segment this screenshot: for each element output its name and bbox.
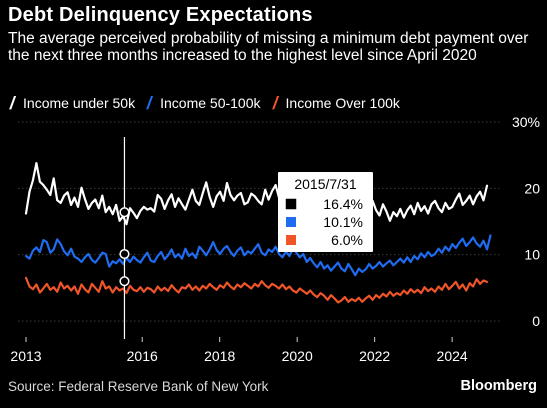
tooltip-box bbox=[278, 172, 373, 252]
gridlines bbox=[18, 121, 502, 322]
x-tick-label: 2022 bbox=[359, 348, 390, 364]
x-axis-ticks: 2013 2016 2018 2020 2022 2024 bbox=[10, 337, 468, 364]
brand-logo: Bloomberg bbox=[460, 378, 537, 394]
crosshair-dot bbox=[119, 276, 130, 287]
tooltip-swatch bbox=[286, 235, 296, 245]
crosshair-dot bbox=[119, 248, 130, 260]
series-lines bbox=[24, 162, 492, 304]
tooltip-value: 10.1% bbox=[323, 214, 363, 230]
tooltip-value: 16.4% bbox=[323, 196, 363, 212]
chart-subtitle: The average perceived probability of mis… bbox=[8, 30, 529, 64]
source-note: Source: Federal Reserve Bank of New York bbox=[8, 379, 269, 394]
series-line-0 bbox=[24, 162, 489, 226]
legend-item-under-50k[interactable]: / Income under 50k bbox=[8, 93, 136, 113]
legend-label-under-50k: Income under 50k bbox=[23, 95, 136, 111]
x-tick-label: 2016 bbox=[127, 348, 158, 364]
legend-label-over-100k: Income Over 100k bbox=[285, 95, 400, 111]
legend: / Income under 50k / Income 50-100k / In… bbox=[8, 93, 412, 113]
tooltip-date: 2015/7/31 bbox=[294, 176, 356, 192]
legend-label-50-100k: Income 50-100k bbox=[160, 95, 261, 111]
y-tick-label: 0 bbox=[532, 313, 540, 329]
x-tick-label: 2013 bbox=[10, 348, 41, 364]
legend-item-over-100k[interactable]: / Income Over 100k bbox=[271, 93, 400, 113]
tooltip-swatch bbox=[285, 198, 297, 210]
series-line-2 bbox=[24, 276, 489, 304]
chart-title: Debt Delinquency Expectations bbox=[8, 4, 313, 26]
y-tick-label: 30% bbox=[512, 114, 540, 130]
tooltip-value: 6.0% bbox=[331, 232, 363, 248]
crosshair[interactable] bbox=[119, 137, 130, 339]
x-tick-label: 2020 bbox=[282, 348, 313, 364]
x-tick-label: 2024 bbox=[437, 348, 468, 364]
legend-item-50-100k[interactable]: / Income 50-100k bbox=[145, 93, 261, 113]
y-tick-label: 10 bbox=[524, 247, 540, 263]
x-tick-label: 2018 bbox=[204, 348, 235, 364]
y-axis-ticks: 30% 20 10 0 bbox=[512, 114, 540, 329]
tooltip-swatch bbox=[286, 217, 296, 227]
crosshair-dot bbox=[119, 207, 130, 218]
series-line-1 bbox=[24, 234, 492, 277]
y-tick-label: 20 bbox=[524, 180, 540, 196]
tooltip: 2015/7/31 16.4% 10.1% 6.0% bbox=[278, 172, 373, 252]
